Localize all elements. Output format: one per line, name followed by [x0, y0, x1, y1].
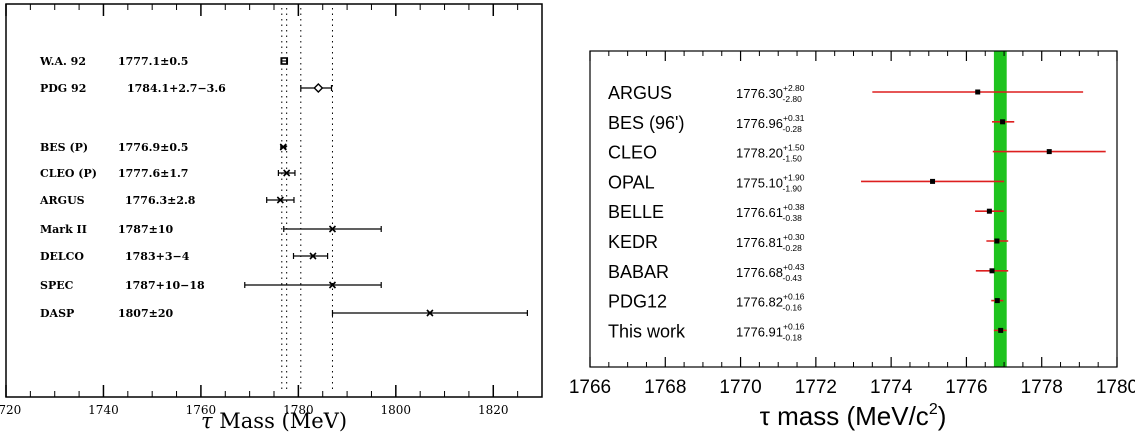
x-tick-label: 1760 [186, 403, 217, 417]
row-value-label: 1776.61+0.38 -0.38 [736, 202, 805, 223]
data-point [1046, 149, 1052, 155]
x-tick-label: 1820 [478, 403, 509, 417]
row-value-label: 1776.96+0.31 -0.28 [736, 113, 805, 134]
row-label: PDG 92 [40, 82, 86, 95]
row-label: This work [608, 321, 686, 341]
row-label: BES (96') [608, 113, 684, 133]
row-label: DELCO [40, 250, 84, 263]
row-label: ARGUS [608, 83, 672, 103]
row-label: DASP [40, 307, 74, 320]
data-point-cross [309, 252, 317, 260]
x-tick-label: 1776 [945, 377, 987, 398]
data-point [989, 268, 995, 274]
row-value-label: 1776.82+0.16 -0.16 [736, 292, 805, 313]
x-tick-label: 1780 [283, 403, 314, 417]
data-point-cross [328, 281, 337, 289]
row-value-label: 1784.1+2.7−3.6 [127, 82, 226, 95]
x-tick-label: 1778 [1021, 377, 1063, 398]
x-tick-label: 1772 [795, 377, 837, 398]
x-tick-label: 1800 [381, 403, 412, 417]
data-point [998, 327, 1004, 333]
row-value-label: 1776.91+0.16 -0.18 [736, 321, 805, 342]
row-value-label: 1807±20 [118, 307, 173, 320]
data-point [930, 178, 936, 184]
row-value-label: 1776.3±2.8 [125, 194, 196, 207]
row-label: BABAR [608, 262, 669, 282]
data-point-square [280, 57, 289, 65]
row-value-label: 1783+3−4 [125, 250, 190, 263]
row-value-label: 1775.10+1.90 -1.90 [736, 172, 805, 193]
data-point-cross [283, 169, 291, 177]
row-label: CLEO (P) [40, 167, 97, 180]
data-point-cross [328, 225, 337, 233]
average-band [993, 51, 1007, 367]
data-point [986, 208, 992, 214]
x-tick-label: 1766 [569, 377, 611, 398]
row-label: Mark II [40, 223, 87, 236]
row-value-label: 1776.30+2.80 -2.80 [736, 83, 805, 104]
row-value-label: 1776.81+0.30 -0.28 [736, 232, 805, 253]
row-label: ARGUS [39, 194, 85, 207]
data-point [994, 298, 1000, 304]
row-value-label: 1787±10 [118, 223, 173, 236]
x-tick-label: 1770 [719, 377, 761, 398]
data-point-cross [426, 309, 434, 317]
x-tick-label: 1768 [644, 377, 686, 398]
row-value-label: 1787+10−18 [125, 279, 205, 292]
left-x-axis-title: τ Mass (MeV) [201, 409, 347, 433]
right-x-axis-title: τ mass (MeV/c2) [760, 401, 947, 431]
right-chart: 1766 1768 1770 1772 1774 1776 1778 1780 ARGUS 17… [569, 50, 1135, 431]
row-value-label: 1776.68+0.43 -0.43 [736, 262, 805, 283]
row-value-label: 1777.6±1.7 [118, 167, 188, 180]
data-point [975, 89, 981, 95]
data-point-diamond [313, 83, 324, 93]
row-label: CLEO [608, 143, 657, 163]
row-value-label: 1776.9±0.5 [118, 141, 188, 154]
row-label: KEDR [608, 232, 658, 252]
left-chart: 1720 1740 1760 1780 1800 1820 W.A. 92 1777.1±0… [0, 3, 543, 433]
row-label: PDG12 [608, 292, 667, 312]
row-value-label: 1777.1±0.5 [118, 55, 188, 68]
x-tick-label: 1740 [88, 403, 119, 417]
row-value-label: 1778.20+1.50 -1.50 [736, 143, 805, 164]
row-label: BELLE [608, 202, 664, 222]
row-label: SPEC [40, 279, 74, 292]
data-point [1000, 119, 1006, 125]
x-tick-label: 1720 [0, 403, 21, 417]
data-point [994, 238, 1000, 244]
data-point-cross [276, 196, 284, 204]
x-tick-label: 1780 [1096, 377, 1135, 398]
row-label: W.A. 92 [39, 55, 86, 68]
row-label: BES (P) [40, 141, 88, 154]
x-tick-label: 1774 [870, 377, 913, 398]
data-point-cross [279, 143, 287, 151]
row-label: OPAL [608, 172, 655, 192]
